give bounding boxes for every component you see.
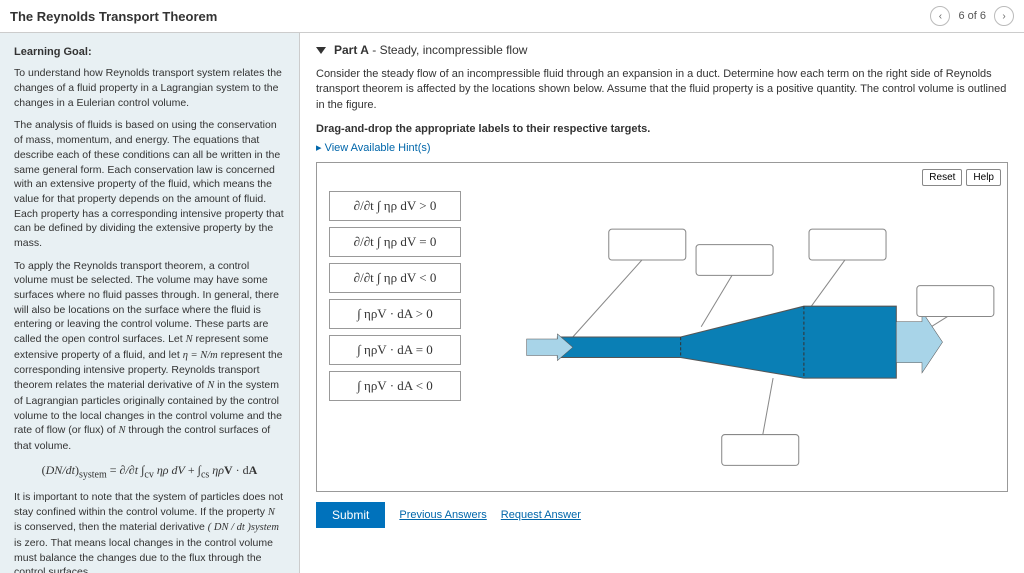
label-item[interactable]: ∂/∂t ∫ ηρ dV > 0: [329, 191, 461, 221]
view-hints-link[interactable]: View Available Hint(s): [316, 141, 1008, 154]
drop-target[interactable]: [722, 435, 799, 466]
learning-goal-panel: Learning Goal: To understand how Reynold…: [0, 33, 300, 573]
goal-p3: To apply the Reynolds transport theorem,…: [14, 259, 285, 454]
drop-target[interactable]: [809, 229, 886, 260]
part-intro: Consider the steady flow of an incompres…: [316, 67, 1008, 113]
goal-p2: The analysis of fluids is based on using…: [14, 118, 285, 250]
rtt-formula: (DN/dt)system = ∂/∂t ∫cv ηρ dV + ∫cs ηρV…: [14, 462, 285, 482]
submit-button[interactable]: Submit: [316, 502, 385, 528]
drop-target[interactable]: [609, 229, 686, 260]
label-item[interactable]: ∂/∂t ∫ ηρ dV < 0: [329, 263, 461, 293]
draggable-labels: ∂/∂t ∫ ηρ dV > 0 ∂/∂t ∫ ηρ dV = 0 ∂/∂t ∫…: [325, 171, 465, 483]
page-nav: ‹ 6 of 6 ›: [930, 6, 1014, 26]
previous-answers-link[interactable]: Previous Answers: [399, 509, 486, 521]
collapse-icon: [316, 47, 326, 54]
page-title: The Reynolds Transport Theorem: [10, 9, 217, 24]
label-item[interactable]: ∫ ηρV · dA < 0: [329, 371, 461, 401]
drop-target[interactable]: [917, 286, 994, 317]
drop-target[interactable]: [696, 245, 773, 276]
part-header[interactable]: Part A - Steady, incompressible flow: [316, 43, 1008, 57]
part-title: Part A - Steady, incompressible flow: [334, 43, 527, 57]
goal-p1: To understand how Reynolds transport sys…: [14, 66, 285, 110]
request-answer-link[interactable]: Request Answer: [501, 509, 581, 521]
goal-heading: Learning Goal:: [14, 45, 285, 60]
page-header: The Reynolds Transport Theorem ‹ 6 of 6 …: [0, 0, 1024, 33]
nav-next-button[interactable]: ›: [994, 6, 1014, 26]
drag-instruction: Drag-and-drop the appropriate labels to …: [316, 123, 1008, 135]
answer-actions: Submit Previous Answers Request Answer: [316, 502, 1008, 528]
nav-position: 6 of 6: [958, 10, 986, 22]
diagram-area: [465, 171, 999, 483]
goal-p4: It is important to note that the system …: [14, 490, 285, 573]
duct-diagram: [465, 181, 999, 493]
drag-drop-workspace: Reset Help ∂/∂t ∫ ηρ dV > 0 ∂/∂t ∫ ηρ dV…: [316, 162, 1008, 492]
label-item[interactable]: ∫ ηρV · dA > 0: [329, 299, 461, 329]
label-item[interactable]: ∫ ηρV · dA = 0: [329, 335, 461, 365]
nav-prev-button[interactable]: ‹: [930, 6, 950, 26]
content-panel: Part A - Steady, incompressible flow Con…: [300, 33, 1024, 573]
label-item[interactable]: ∂/∂t ∫ ηρ dV = 0: [329, 227, 461, 257]
